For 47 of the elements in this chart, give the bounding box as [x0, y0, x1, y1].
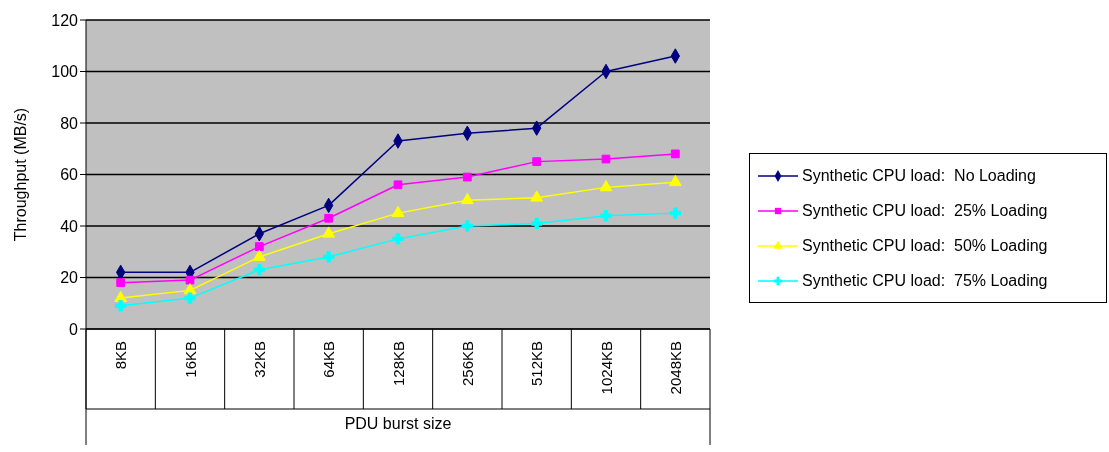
point — [600, 210, 612, 222]
point — [324, 213, 334, 223]
point — [114, 300, 127, 312]
legend-label: Synthetic CPU load: No Loading — [802, 166, 1036, 185]
point — [462, 172, 472, 182]
point — [254, 242, 264, 251]
point — [670, 149, 680, 159]
point — [460, 192, 474, 205]
x-tick-label: 16KB — [181, 341, 199, 378]
x-tick-label: 8KB — [112, 341, 130, 370]
point — [116, 278, 126, 288]
point — [185, 275, 195, 285]
legend-label: Synthetic CPU load: 50% Loading — [802, 236, 1048, 255]
legend-label: Synthetic CPU load: 25% Loading — [802, 201, 1048, 220]
x-tick-label: 256KB — [458, 341, 476, 387]
y-tick-label: 80 — [60, 114, 79, 132]
x-axis-title: PDU burst size — [344, 415, 452, 432]
x-tick-label: 128KB — [389, 341, 407, 387]
point — [669, 207, 682, 219]
point — [391, 205, 405, 218]
y-axis-title: Throughput (MB/s) — [11, 107, 29, 242]
point — [599, 180, 613, 192]
point — [530, 217, 543, 230]
x-tick-label: 32KB — [250, 341, 268, 378]
point — [322, 226, 336, 238]
point — [601, 154, 611, 164]
y-tick-label: 40 — [60, 217, 79, 235]
point — [253, 264, 266, 276]
point — [668, 174, 682, 187]
x-tick-label: 2048KB — [666, 341, 684, 395]
x-tick-label: 1024KB — [597, 341, 615, 395]
point — [461, 220, 474, 232]
x-tick-label: 64KB — [320, 341, 338, 378]
point — [322, 251, 335, 263]
y-tick-label: 20 — [60, 269, 79, 287]
x-tick-label: 512KB — [528, 341, 546, 387]
y-tick-label: 60 — [60, 166, 79, 184]
point — [184, 292, 196, 304]
y-tick-label: 100 — [51, 63, 79, 81]
point — [530, 190, 544, 202]
point — [393, 180, 403, 190]
point — [252, 249, 266, 261]
y-tick-label: 120 — [51, 11, 79, 29]
point — [532, 157, 542, 166]
y-tick-label: 0 — [69, 320, 79, 338]
point — [392, 233, 404, 245]
legend-label: Synthetic CPU load: 75% Loading — [802, 271, 1048, 290]
